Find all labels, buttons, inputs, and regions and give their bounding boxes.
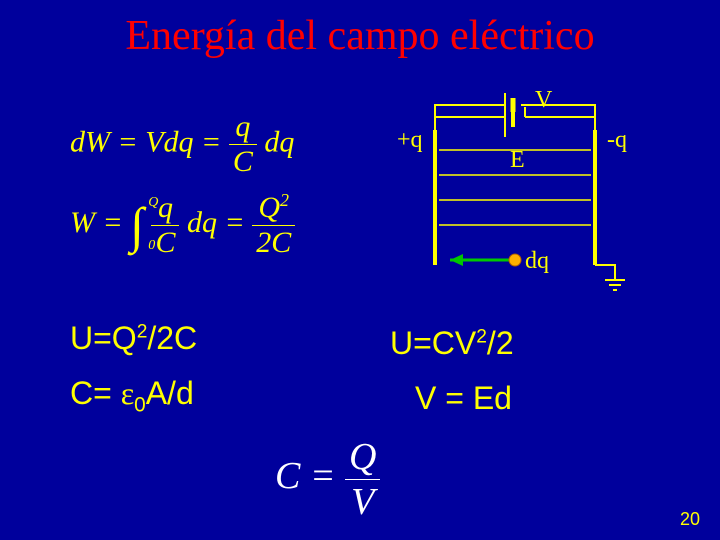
eq-dW-num: q (229, 110, 257, 145)
label-minus-q: -q (607, 127, 627, 154)
eq-dW-lhs: dW = Vdq = (70, 125, 221, 158)
equation-U-CV2: U=CV2/2 (390, 325, 514, 362)
label-V: V (535, 87, 552, 114)
label-plus-q: +q (397, 127, 423, 154)
eq-dW-den: C (229, 145, 257, 179)
eq-W-frac2-num: Q2 (252, 190, 295, 226)
eq-U2-sup: 2 (476, 326, 487, 347)
eq-U2-lhs: U=CV (390, 325, 476, 361)
eq-U1-lhs: U=Q (70, 320, 137, 356)
eq-dW-tail: dq (264, 125, 294, 158)
eq-CQV-frac: Q V (345, 435, 380, 524)
equation-dW: dW = Vdq = q C dq (70, 110, 294, 179)
equation-U-Q2-2C: U=Q2/2C (70, 320, 197, 357)
capacitor-circuit: V +q -q E dq (395, 85, 655, 295)
equation-C-eps: C= ε0A/d (70, 375, 194, 417)
equation-W: W = ∫ Q 0 q C dq = Q2 2C (70, 190, 295, 260)
eq-W-frac2-den: 2C (252, 226, 295, 260)
epsilon-symbol: ε (121, 375, 134, 411)
label-E: E (510, 147, 525, 174)
eq-W-frac1-den: C (151, 226, 179, 260)
eq-dW-frac: q C (229, 110, 257, 179)
slide-title: Energía del campo eléctrico (0, 12, 720, 60)
equation-V-Ed: V = Ed (415, 380, 512, 417)
label-dq: dq (525, 248, 549, 275)
eq-CQV-lhs: C = (275, 455, 336, 497)
eq-W-lhs: W = (70, 206, 123, 239)
eq-C-lhs: C= (70, 375, 121, 411)
epsilon-sub: 0 (134, 393, 146, 416)
eq-W-frac2: Q2 2C (252, 190, 295, 260)
integral-sign: ∫ Q 0 (130, 205, 144, 245)
integral-upper: Q (148, 197, 158, 208)
eq-U1-tail: /2C (147, 320, 197, 356)
eq-W-mid-tail: dq = (187, 206, 245, 239)
integral-lower: 0 (148, 240, 155, 251)
eq-U1-sup: 2 (137, 321, 148, 342)
eq-C-tail: A/d (146, 375, 194, 411)
eq-CQV-den: V (345, 480, 380, 524)
eq-CQV-num: Q (345, 435, 380, 480)
eq-U2-tail: /2 (487, 325, 514, 361)
equation-C-QV: C = Q V (275, 435, 380, 524)
slide-number: 20 (680, 509, 700, 530)
